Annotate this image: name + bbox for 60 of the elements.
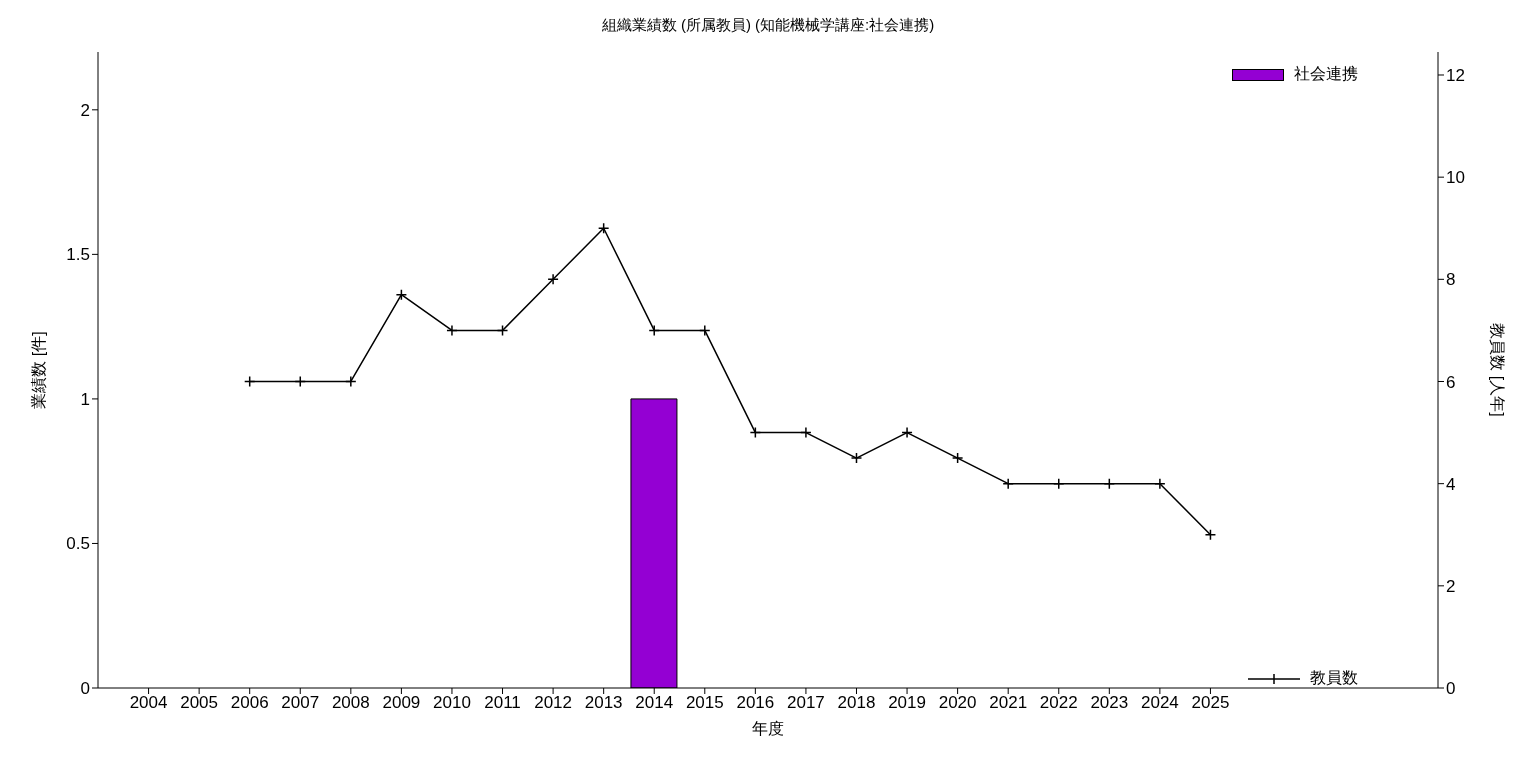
x-tick-label: 2018 xyxy=(837,693,876,713)
x-tick-label: 2017 xyxy=(787,693,825,713)
x-axis-title: 年度 xyxy=(752,720,784,737)
y2-tick-label: 10 xyxy=(1446,168,1465,188)
point xyxy=(597,222,610,234)
point xyxy=(547,273,559,286)
point xyxy=(446,324,458,337)
x-tick-label: 2007 xyxy=(281,693,320,713)
point xyxy=(800,426,812,439)
point xyxy=(294,375,307,388)
chart-title: 組織業績数 (所属教員) (知能機械学講座:社会連携) xyxy=(600,16,936,35)
point xyxy=(395,288,408,301)
y2-tick-label: 0 xyxy=(1446,679,1456,699)
x-tick-label: 2016 xyxy=(736,693,775,713)
point xyxy=(496,324,509,337)
x-tick-label: 2011 xyxy=(484,693,521,713)
x-tick-label: 2019 xyxy=(888,693,926,713)
x-tick-label: 2020 xyxy=(938,693,977,713)
point xyxy=(699,324,711,337)
point xyxy=(850,452,863,464)
legend-label: 教員数 xyxy=(1310,668,1358,688)
point xyxy=(1053,477,1065,490)
y-tick-label: 1 xyxy=(80,389,90,409)
x-tick-label: 2009 xyxy=(382,693,421,713)
legend-label: 社会連携 xyxy=(1294,64,1358,84)
y-axis-title: 業績数 [件] xyxy=(29,331,47,409)
x-tick-label: 2012 xyxy=(534,693,573,713)
x-tick-label: 2014 xyxy=(635,693,674,713)
point xyxy=(243,375,256,388)
point xyxy=(901,426,913,439)
x-tick-label: 2021 xyxy=(989,693,1028,713)
point xyxy=(648,324,660,337)
y-tick-label: 2 xyxy=(80,100,90,120)
x-tick-label: 2022 xyxy=(1039,693,1078,713)
y2-tick-label: 2 xyxy=(1446,576,1456,596)
x-tick-label: 2024 xyxy=(1140,693,1179,713)
x-tick-label: 2013 xyxy=(584,693,623,713)
y2-tick-label: 8 xyxy=(1446,270,1456,290)
y-tick-label: 0.5 xyxy=(66,534,90,554)
point xyxy=(1154,477,1166,490)
point xyxy=(749,426,762,439)
x-tick-label: 2023 xyxy=(1090,693,1129,713)
x-tick-label: 2004 xyxy=(129,693,168,713)
x-tick-label: 2025 xyxy=(1191,693,1230,713)
x-tick-label: 2015 xyxy=(685,693,724,713)
y2-tick-label: 12 xyxy=(1446,66,1465,86)
y2-tick-label: 6 xyxy=(1446,372,1456,392)
point xyxy=(951,452,964,464)
point xyxy=(1103,477,1116,490)
y-tick-label: 0 xyxy=(80,679,90,699)
x-tick-label: 2010 xyxy=(433,693,471,713)
y-tick-label: 1.5 xyxy=(66,245,90,265)
x-tick-label: 2006 xyxy=(230,693,269,713)
x-tick-label: 2005 xyxy=(180,693,219,713)
y2-tick-label: 4 xyxy=(1446,474,1456,494)
y2-axis-title: 教員数 [人年] xyxy=(1489,323,1507,417)
point xyxy=(1204,529,1217,541)
point xyxy=(345,375,357,388)
x-tick-label: 2008 xyxy=(331,693,370,713)
point xyxy=(1002,477,1014,490)
